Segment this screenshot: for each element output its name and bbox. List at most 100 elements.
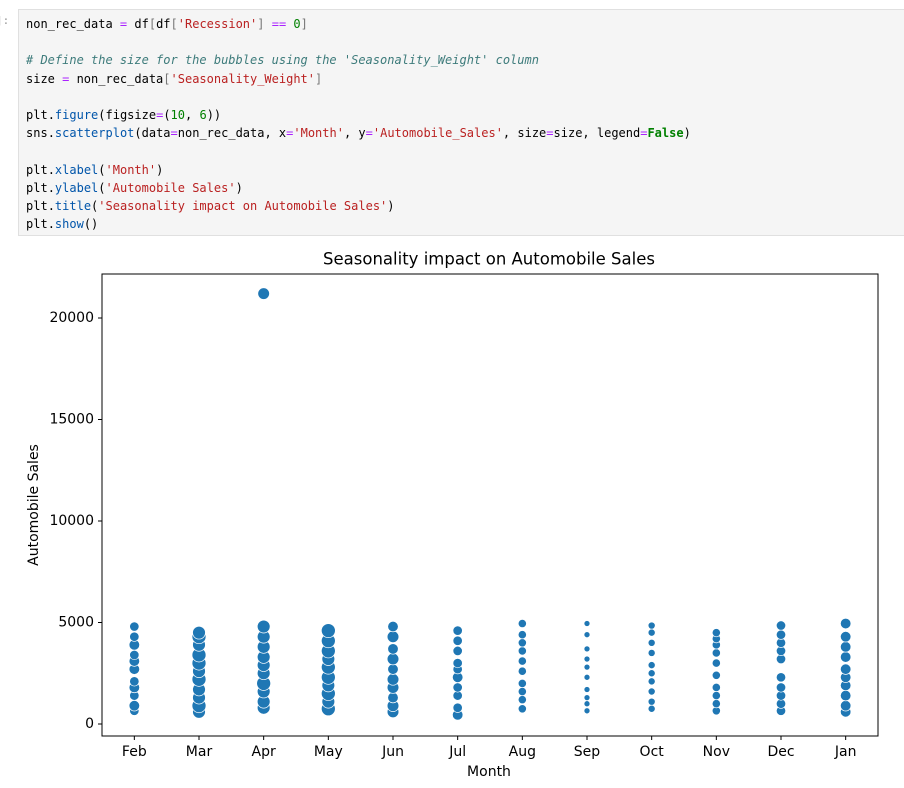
- point: [452, 645, 463, 656]
- code-token: ==: [271, 17, 287, 31]
- code-token: sns: [26, 126, 48, 141]
- x-tick-label: May: [314, 744, 343, 760]
- point: [192, 625, 206, 640]
- code-token: (figsize: [98, 107, 157, 122]
- code-line: plt.xlabel('Month'): [26, 161, 904, 179]
- point: [647, 621, 656, 630]
- point: [257, 287, 270, 300]
- code-token: [: [163, 71, 171, 86]
- point: [711, 682, 721, 692]
- point: [386, 673, 400, 686]
- code-token: =: [170, 126, 178, 141]
- point: [775, 629, 787, 640]
- code-token: .: [47, 180, 55, 195]
- point: [711, 670, 721, 680]
- code-token: size: [26, 71, 63, 86]
- point: [647, 649, 656, 657]
- code-cell[interactable]: non_rec_data = df[df['Recession'] == 0] #…: [18, 9, 904, 236]
- code-token: ]: [300, 17, 308, 31]
- point: [129, 649, 140, 661]
- code-token: df: [156, 17, 171, 31]
- point: [647, 628, 656, 637]
- code-token: =: [62, 71, 70, 86]
- point: [711, 648, 721, 658]
- code-token: ): [683, 126, 691, 141]
- point: [583, 620, 591, 627]
- code-token: 'Month': [293, 126, 344, 141]
- point: [256, 619, 271, 634]
- code-token: scatterplot: [54, 126, 135, 141]
- point: [840, 631, 852, 643]
- code-token: 'Seasonality_Weight': [170, 71, 316, 86]
- point: [320, 623, 336, 638]
- x-axis-label: Month: [467, 764, 511, 780]
- cell-prompt: ]:: [0, 14, 10, 27]
- y-tick-label: 5000: [58, 614, 94, 630]
- code-token: 'Recession': [177, 17, 258, 31]
- y-tick-label: 20000: [49, 310, 94, 326]
- point: [583, 655, 591, 663]
- code-token: 'Automobile_Sales': [372, 126, 503, 141]
- point: [647, 669, 656, 678]
- code-line: plt.figure(figsize=(10, 6)): [26, 106, 904, 124]
- point: [840, 641, 852, 653]
- point: [452, 682, 463, 693]
- code-token: (: [98, 180, 106, 195]
- code-token: 'Automobile Sales': [105, 180, 236, 195]
- code-line: size = non_rec_data['Seasonality_Weight'…: [26, 70, 904, 88]
- point: [452, 635, 463, 646]
- point: [711, 658, 721, 668]
- point: [583, 673, 591, 681]
- point: [129, 631, 140, 642]
- code-token: xlabel: [54, 162, 99, 177]
- point: [647, 687, 656, 696]
- point: [775, 620, 787, 631]
- point: [517, 687, 527, 697]
- x-tick-label: Aug: [509, 744, 536, 760]
- point: [583, 631, 591, 639]
- code-token: (: [98, 162, 106, 177]
- code-token: 'Seasonality impact on Automobile Sales': [98, 198, 388, 213]
- point: [583, 645, 591, 653]
- code-token: 6: [199, 107, 207, 122]
- point: [129, 621, 140, 632]
- x-tick-label: Jan: [834, 744, 857, 760]
- code-token: 0: [293, 17, 301, 31]
- point: [711, 691, 721, 701]
- code-token: 'Month': [105, 162, 157, 177]
- x-tick-label: Dec: [767, 744, 794, 760]
- code-token: [: [170, 17, 178, 31]
- plot-frame: [101, 273, 879, 737]
- code-token: , size: [502, 126, 547, 141]
- point: [775, 672, 787, 683]
- chart-title: Seasonality impact on Automobile Sales: [323, 250, 655, 269]
- code-token: .: [47, 162, 55, 177]
- y-axis-label: Automobile Sales: [26, 444, 42, 566]
- point: [128, 700, 140, 712]
- code-token: (: [163, 107, 171, 122]
- point: [387, 620, 399, 633]
- code-token: False: [647, 126, 684, 141]
- code-line: plt.show(): [26, 215, 904, 233]
- code-token: =: [640, 126, 648, 141]
- x-tick-label: Feb: [122, 744, 147, 760]
- point: [647, 697, 656, 706]
- code-token: ]: [257, 17, 265, 31]
- code-token: ,: [185, 107, 200, 122]
- point: [452, 702, 463, 713]
- code-line: # Define the size for the bubbles using …: [26, 51, 904, 69]
- code-token: figure: [54, 107, 99, 122]
- code-token: plt: [26, 198, 48, 213]
- point: [583, 694, 591, 701]
- point: [711, 628, 721, 638]
- y-tick-label: 10000: [49, 513, 94, 529]
- point: [129, 676, 140, 687]
- code-token: =: [365, 126, 373, 141]
- code-token: ): [387, 198, 395, 213]
- code-token: [: [148, 17, 157, 31]
- point: [517, 630, 527, 640]
- code-token: =: [119, 17, 128, 31]
- y-tick-label: 0: [85, 716, 94, 732]
